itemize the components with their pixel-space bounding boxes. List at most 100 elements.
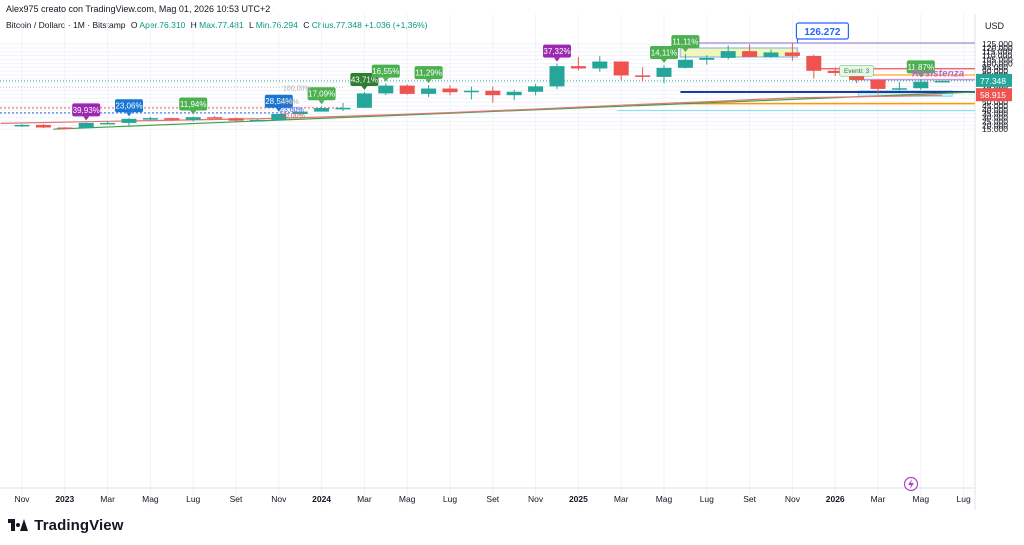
candle-body: [485, 90, 501, 96]
fib-236-label: 23,60%: [280, 107, 304, 114]
ath-callout-box: [795, 22, 850, 40]
price-tick-label: 25.000: [982, 116, 1008, 126]
percent-tag: [179, 97, 208, 111]
percent-tag: [350, 73, 379, 87]
time-tick-label: Mar: [357, 494, 372, 504]
percent-tag-label: 37,32%: [543, 47, 570, 56]
candle-body: [292, 111, 308, 115]
candle-body: [934, 80, 950, 83]
time-tick-label: 2025: [569, 494, 588, 504]
open-value: Aper.76.310: [139, 20, 186, 30]
price-tick-label: 15.000: [982, 124, 1008, 134]
symbol-legend: Bitcoin / Dollaro · 1M · Bitstamp O Aper…: [6, 20, 428, 30]
candle-body: [699, 57, 715, 60]
currency-label[interactable]: USD: [985, 21, 1005, 31]
price-tick-label: 120.000: [982, 43, 1013, 53]
event-badge: [839, 64, 874, 77]
price-tick-label: 100.000: [982, 58, 1013, 68]
percent-tag-label: 14,11%: [651, 48, 678, 57]
percent-tag-label: 17,09%: [308, 90, 335, 99]
time-tick-label: Lug: [186, 494, 200, 504]
candle-body: [249, 119, 265, 122]
candle-body: [185, 117, 201, 120]
percent-tag-label: 11,29%: [415, 69, 442, 78]
percent-tag: [72, 103, 101, 117]
price-tick-label: 95.000: [982, 62, 1008, 72]
price-tick-label: 45.000: [982, 101, 1008, 111]
lightning-bolt-icon: [908, 479, 914, 489]
high-value: Max.77.481: [199, 20, 244, 30]
percent-tag-pointer: [682, 48, 689, 53]
time-tick-label: Mag: [913, 494, 930, 504]
fib-0-label: 0,00%: [279, 99, 299, 106]
brand-name: TradingView: [34, 517, 124, 534]
percent-tag-pointer: [190, 110, 197, 115]
percent-tag-pointer: [382, 77, 389, 82]
percent-tag-label: 23,06%: [115, 102, 142, 111]
candle-body: [228, 118, 244, 121]
candle-body: [806, 55, 822, 71]
candle-body: [570, 66, 586, 69]
moving-average-badge: [976, 88, 1012, 102]
fib-100-label: 100,00%: [283, 85, 311, 92]
percent-tag: [906, 60, 935, 74]
candle-body: [314, 108, 330, 112]
candle-body: [506, 91, 522, 96]
price-tick-label: 110.000: [982, 51, 1012, 61]
top-consolidation-zone: [679, 47, 799, 58]
symbol-name[interactable]: Bitcoin / Dollaro · 1M · Bitstamp: [6, 20, 126, 30]
time-tick-label: Nov: [785, 494, 801, 504]
candle-body: [870, 79, 886, 89]
last-price-badge: [976, 73, 1012, 87]
candle-body: [164, 118, 180, 120]
time-tick-label: Set: [743, 494, 756, 504]
time-tick-label: Mag: [656, 494, 673, 504]
percent-tag-pointer: [275, 107, 282, 112]
candle-body: [78, 122, 94, 128]
tradingview-brand: TradingView: [8, 517, 123, 534]
moving-average-badge-label: 58.915: [980, 90, 1006, 100]
candle-body: [442, 88, 458, 93]
percent-tag-pointer: [318, 100, 325, 105]
close-value: Chius.77.348: [311, 20, 362, 30]
percent-tag-label: 11,94%: [180, 100, 207, 109]
tradingview-logo-icon: [8, 519, 28, 531]
percent-tag-pointer: [83, 116, 90, 121]
low-value: Min.76.294: [255, 20, 298, 30]
candle-body: [356, 93, 372, 108]
time-tick-label: Lug: [443, 494, 457, 504]
time-tick-label: 2026: [826, 494, 845, 504]
candle-body: [720, 51, 736, 58]
candle-body: [35, 124, 51, 128]
time-tick-label: Set: [486, 494, 499, 504]
fib-50-label: 50,00%: [281, 113, 305, 120]
percent-tag-label: 16,55%: [372, 67, 399, 76]
time-tick-label: Mar: [100, 494, 115, 504]
time-tick-label: Nov: [528, 494, 544, 504]
price-tick-label: 20.000: [982, 120, 1008, 130]
candle-body: [57, 127, 73, 129]
percent-tag: [307, 87, 336, 101]
candle-body: [121, 118, 137, 123]
percent-tag-label: 11,11%: [672, 38, 698, 47]
percent-tag: [115, 99, 143, 113]
price-tick-label: 90.000: [982, 66, 1008, 76]
time-tick-label: Mag: [399, 494, 416, 504]
percent-tag: [414, 66, 443, 80]
percent-tag-pointer: [361, 86, 368, 91]
percent-tag-label: 28,54%: [265, 97, 292, 106]
candle-body: [142, 118, 158, 120]
price-tick-label: 40.000: [982, 105, 1008, 115]
open-label: O: [130, 20, 138, 30]
percent-tag-label: 43,71%: [351, 76, 378, 85]
trend-line: [53, 91, 976, 130]
candle-body: [742, 51, 758, 57]
candle-body: [399, 85, 415, 94]
percent-tag-pointer: [661, 58, 667, 63]
ath-callout-label: 126.272: [804, 27, 841, 38]
price-tick-label: 30.000: [982, 113, 1008, 123]
percent-tag: [371, 64, 400, 78]
time-tick-label: Lug: [700, 494, 714, 504]
candle-body: [784, 52, 800, 56]
